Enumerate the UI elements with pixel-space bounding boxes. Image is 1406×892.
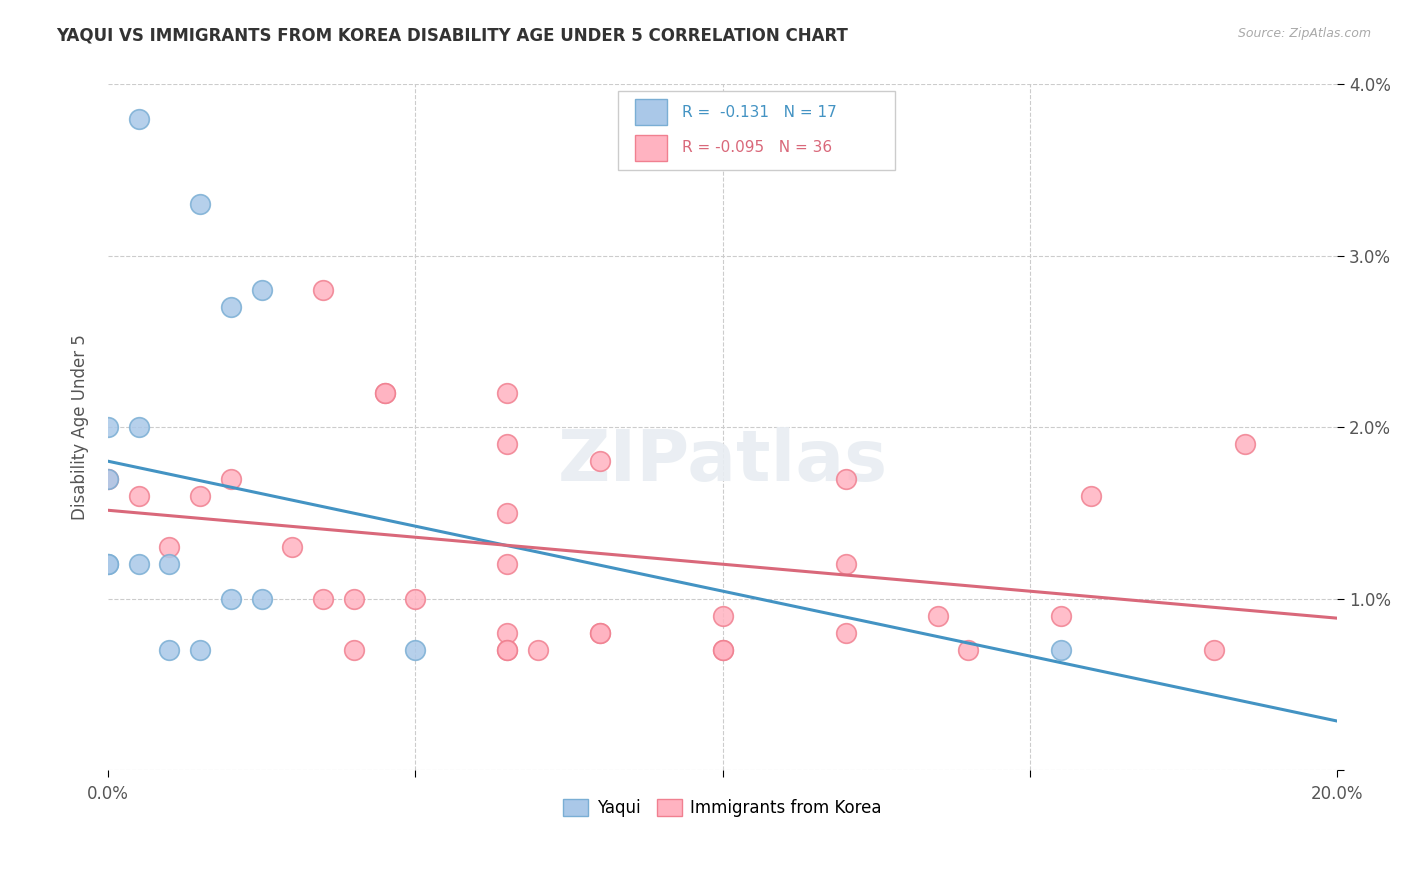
- Text: R =  -0.131   N = 17: R = -0.131 N = 17: [682, 104, 837, 120]
- Text: Source: ZipAtlas.com: Source: ZipAtlas.com: [1237, 27, 1371, 40]
- Point: [834, 558, 856, 572]
- Point: [711, 643, 734, 657]
- Point: [128, 489, 150, 503]
- Text: ZIPatlas: ZIPatlas: [558, 427, 887, 496]
- Point: [343, 591, 366, 606]
- Text: YAQUI VS IMMIGRANTS FROM KOREA DISABILITY AGE UNDER 5 CORRELATION CHART: YAQUI VS IMMIGRANTS FROM KOREA DISABILIT…: [56, 27, 848, 45]
- Point: [1080, 489, 1102, 503]
- Point: [496, 437, 519, 451]
- Point: [404, 591, 426, 606]
- Point: [496, 506, 519, 520]
- Y-axis label: Disability Age Under 5: Disability Age Under 5: [72, 334, 89, 520]
- Point: [496, 643, 519, 657]
- FancyBboxPatch shape: [636, 135, 668, 161]
- Point: [219, 591, 242, 606]
- Point: [219, 472, 242, 486]
- Point: [496, 643, 519, 657]
- Point: [128, 420, 150, 434]
- Point: [159, 540, 181, 554]
- Point: [927, 608, 949, 623]
- Point: [711, 643, 734, 657]
- Point: [711, 608, 734, 623]
- Point: [250, 591, 273, 606]
- Point: [188, 489, 211, 503]
- Point: [97, 472, 120, 486]
- Point: [404, 643, 426, 657]
- Point: [250, 283, 273, 297]
- Point: [312, 283, 335, 297]
- Point: [97, 472, 120, 486]
- Point: [589, 454, 612, 468]
- Point: [128, 558, 150, 572]
- Text: R = -0.095   N = 36: R = -0.095 N = 36: [682, 140, 832, 155]
- Point: [589, 626, 612, 640]
- Point: [834, 472, 856, 486]
- Point: [957, 643, 980, 657]
- Point: [527, 643, 550, 657]
- Point: [159, 643, 181, 657]
- Point: [97, 420, 120, 434]
- FancyBboxPatch shape: [619, 91, 894, 170]
- Point: [343, 643, 366, 657]
- Point: [1204, 643, 1226, 657]
- Point: [128, 112, 150, 126]
- Point: [188, 197, 211, 211]
- Point: [496, 626, 519, 640]
- Point: [496, 386, 519, 401]
- Point: [374, 386, 396, 401]
- Point: [281, 540, 304, 554]
- Point: [834, 626, 856, 640]
- Point: [1049, 643, 1071, 657]
- Point: [219, 300, 242, 314]
- Point: [589, 626, 612, 640]
- Point: [312, 591, 335, 606]
- Point: [97, 558, 120, 572]
- Point: [159, 558, 181, 572]
- Point: [97, 558, 120, 572]
- FancyBboxPatch shape: [636, 99, 668, 125]
- Point: [374, 386, 396, 401]
- Point: [1233, 437, 1256, 451]
- Point: [496, 558, 519, 572]
- Point: [188, 643, 211, 657]
- Point: [1049, 608, 1071, 623]
- Legend: Yaqui, Immigrants from Korea: Yaqui, Immigrants from Korea: [557, 792, 889, 823]
